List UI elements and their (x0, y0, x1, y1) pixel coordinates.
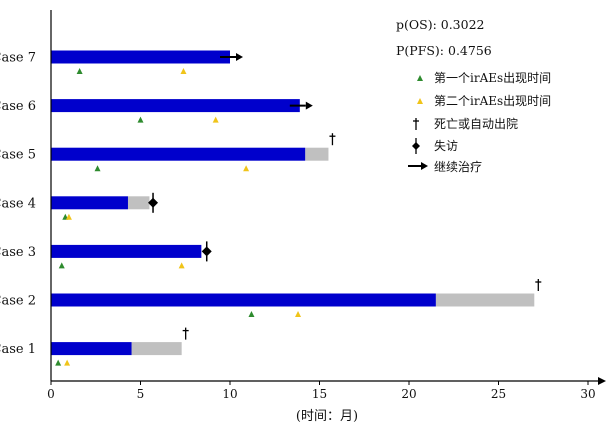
legend-label-lost: 失访 (434, 138, 458, 153)
axis-layer: 0 5 10 15 20 25 30 (47, 10, 606, 401)
case-1-label: Case 1 (0, 342, 36, 357)
case-2-irae2-triangle (295, 311, 302, 317)
case-4-label: Case 4 (0, 196, 36, 211)
x-axis-title: (时间：月) (296, 409, 358, 424)
case-5-pfs-bar (51, 147, 306, 161)
legend-yellow-triangle-icon (417, 98, 423, 104)
case-7-irae2-triangle (180, 68, 187, 74)
legend-label-irae2: 第二个irAEs出现时间 (434, 94, 551, 108)
x-tick-label-20: 20 (401, 387, 416, 401)
case-6-label: Case 6 (0, 99, 36, 114)
case-2-pfs-bar (51, 293, 436, 307)
case-5-irae1-triangle (94, 165, 101, 172)
case-7-irae1-triangle (76, 68, 83, 74)
legend-dagger-icon (413, 118, 419, 130)
case-2-label: Case 2 (0, 294, 36, 309)
x-axis-arrowhead (598, 377, 606, 385)
case-6-irae1-triangle (137, 116, 144, 123)
case-1-irae2-triangle (64, 359, 71, 366)
case-6-arrow-head (305, 101, 313, 110)
marks-layer (55, 53, 542, 366)
x-tick-label-30: 30 (580, 387, 595, 401)
case-2-irae1-triangle (248, 311, 255, 317)
case-3-lost-marker (201, 241, 212, 262)
case-7-label: Case 7 (0, 51, 36, 66)
legend-arrow-icon (408, 162, 428, 170)
legend-label-continue: 继续治疗 (434, 160, 482, 174)
case-5-death-dagger (329, 133, 336, 146)
case-7-arrow-head (236, 53, 243, 61)
case-4-lost-marker (148, 192, 159, 213)
case-1-pfs-bar (51, 342, 132, 356)
case-3-irae1-triangle (58, 262, 65, 269)
case-6-pfs-bar (51, 99, 300, 113)
x-tick-label-10: 10 (222, 387, 237, 401)
legend-lost-cross-icon (412, 138, 420, 154)
case-1-death-dagger (182, 327, 189, 340)
case-6-continue-arrow (289, 101, 313, 110)
x-tick-label-5: 5 (137, 387, 145, 401)
pfs-p-value: P(PFS): 0.4756 (396, 43, 492, 58)
os-p-value: p(OS): 0.3022 (396, 17, 485, 32)
case-1-irae1-triangle (55, 359, 62, 366)
case-4-irae2-triangle (65, 213, 72, 220)
legend-label-death: 死亡或自动出院 (434, 117, 518, 131)
legend: 第一个irAEs出现时间 第二个irAEs出现时间 死亡或自动出院 失访 继续治… (408, 71, 551, 174)
case-labels: Case 7 Case 6 Case 5 Case 4 Case 3 Case 2 Case… (0, 51, 36, 358)
x-tick-label-25: 25 (491, 387, 506, 401)
case-4-os-bar (127, 196, 150, 210)
x-tick-label-0: 0 (47, 387, 55, 401)
legend-green-triangle-icon (417, 75, 423, 81)
case-4-pfs-bar (51, 196, 128, 210)
case-3-lost-diamond (201, 246, 212, 257)
case-3-pfs-bar (51, 244, 202, 258)
case-5-label: Case 5 (0, 148, 36, 163)
case-3-label: Case 3 (0, 245, 36, 260)
x-tick-label-15: 15 (312, 387, 327, 401)
bars-layer (51, 50, 535, 356)
legend-label-irae1: 第一个irAEs出现时间 (434, 71, 551, 85)
case-7-continue-arrow (220, 53, 243, 61)
case-2-os-bar (435, 293, 535, 307)
case-2-death-dagger (535, 279, 542, 291)
case-4-lost-diamond (148, 197, 159, 208)
case-7-pfs-bar (51, 50, 230, 64)
case-5-os-bar (305, 147, 329, 161)
case-5-irae2-triangle (243, 165, 250, 172)
case-3-irae2-triangle (178, 262, 185, 269)
case-6-irae2-triangle (212, 116, 219, 123)
case-1-os-bar (131, 342, 182, 356)
